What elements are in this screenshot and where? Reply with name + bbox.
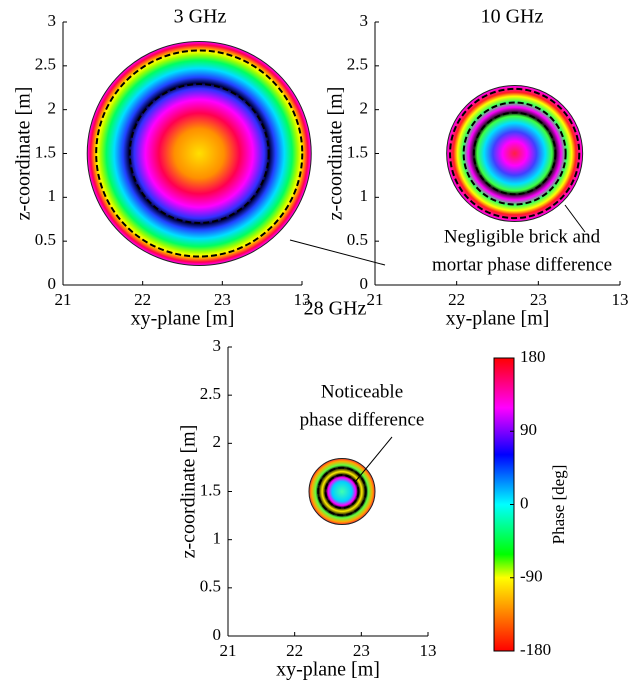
colorbar-tick-label: 0 (520, 493, 529, 512)
phase-ring (95, 49, 304, 258)
x-tick-label: 23 (353, 641, 370, 660)
phase-ring (462, 101, 567, 206)
x-tick-label: 21 (55, 290, 72, 309)
colorbar-label: Phase [deg] (549, 465, 568, 545)
y-tick-label: 1 (213, 529, 222, 548)
y-tick-label: 0.5 (200, 577, 221, 596)
y-axis-label: z-coordinate [m] (325, 87, 347, 221)
annotation: Negligible brick and (444, 226, 601, 247)
annotation: Noticeable (321, 381, 403, 402)
colorbar-tick-label: 180 (520, 347, 546, 366)
colorbar-tick-label: 90 (520, 420, 537, 439)
phase-disc (446, 85, 584, 222)
y-tick-label: 0 (213, 625, 222, 644)
y-tick-label: 2.5 (347, 55, 368, 74)
y-tick-label: 2.5 (35, 55, 56, 74)
y-tick-label: 1.5 (200, 480, 221, 499)
y-axis-label: z-coordinate [m] (13, 87, 35, 221)
chart-title: 28 GHz (304, 298, 367, 320)
phase-ring (128, 83, 270, 224)
y-tick-label: 3 (360, 11, 369, 30)
y-tick-label: 2.5 (200, 384, 221, 403)
y-axis-label: z-coordinate [m] (178, 425, 200, 559)
y-tick-label: 2 (360, 99, 369, 118)
annotation-pointer (354, 436, 393, 483)
y-tick-label: 1 (48, 186, 57, 205)
x-axis-label: xy-plane [m] (131, 308, 235, 330)
colorbar-tick-label: -90 (520, 567, 543, 586)
x-tick-label: 22 (286, 641, 303, 660)
x-tick-label: 13 (420, 641, 437, 660)
x-tick-label: 23 (214, 290, 231, 309)
x-tick-label: 21 (220, 641, 237, 660)
colorbar-tick-label: -180 (520, 640, 551, 659)
x-axis-label: xy-plane [m] (446, 308, 550, 330)
chart-title: 3 GHz (174, 6, 227, 28)
phase-ring (317, 466, 367, 517)
y-tick-label: 0.5 (35, 230, 56, 249)
y-tick-label: 1 (360, 186, 369, 205)
y-tick-label: 0 (48, 274, 57, 293)
phase-disc (86, 41, 312, 266)
x-tick-label: 23 (530, 290, 547, 309)
y-tick-label: 3 (213, 336, 222, 355)
phase-ring (449, 87, 581, 220)
phase-ring (324, 474, 360, 509)
chart-title: 10 GHz (481, 6, 544, 28)
y-tick-label: 2 (213, 432, 222, 451)
y-tick-label: 2 (48, 99, 57, 118)
phase-ring (472, 111, 557, 196)
y-tick-label: 0.5 (347, 230, 368, 249)
y-tick-label: 1.5 (35, 142, 56, 161)
x-tick-label: 13 (612, 290, 629, 309)
y-tick-label: 0 (360, 274, 369, 293)
annotation: mortar phase difference (432, 254, 612, 275)
annotation-pointer (289, 239, 386, 266)
annotation-pointer (564, 204, 586, 233)
x-tick-label: 21 (367, 290, 384, 309)
x-axis-label: xy-plane [m] (276, 659, 380, 681)
x-tick-label: 22 (134, 290, 151, 309)
x-tick-label: 13 (294, 290, 311, 309)
x-tick-label: 22 (448, 290, 465, 309)
annotation: phase difference (300, 409, 425, 430)
y-tick-label: 3 (48, 11, 57, 30)
y-tick-label: 1.5 (347, 142, 368, 161)
